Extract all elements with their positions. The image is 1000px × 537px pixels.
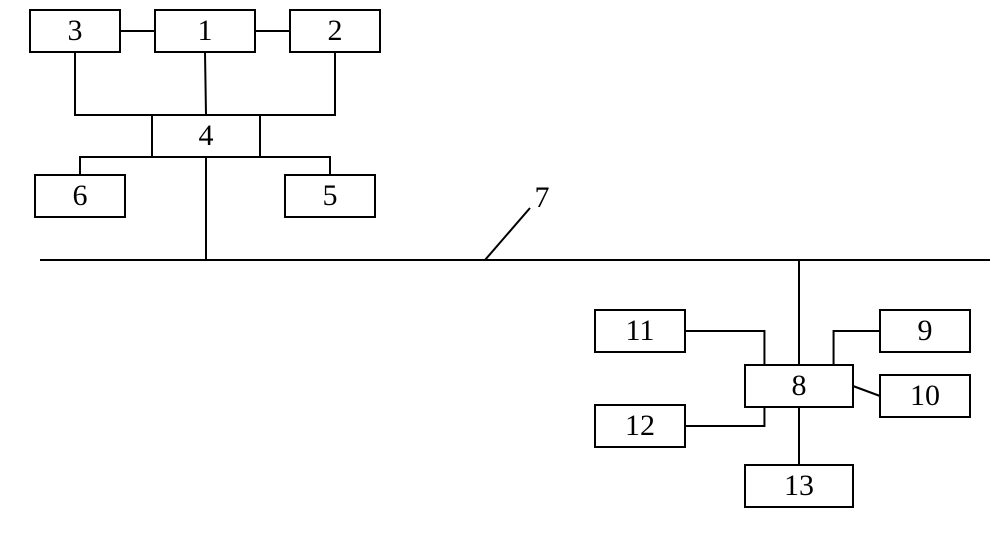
node-label-n11: 11: [626, 314, 655, 347]
node-label-n6: 6: [73, 179, 88, 212]
connector: [834, 331, 880, 365]
node-label-n4: 4: [199, 119, 214, 152]
block-diagram: 71234568910111213: [0, 0, 1000, 537]
node-label-n3: 3: [68, 14, 83, 47]
node-label-n13: 13: [784, 469, 814, 502]
connector: [80, 157, 171, 175]
node-label-n5: 5: [323, 179, 338, 212]
node-label-n12: 12: [625, 409, 655, 442]
connector: [205, 52, 206, 115]
node-label-n1: 1: [198, 14, 213, 47]
connector: [853, 386, 880, 396]
connector: [685, 331, 764, 365]
connector: [241, 157, 330, 175]
connector: [75, 52, 171, 115]
connector: [685, 407, 764, 426]
node-label-n2: 2: [328, 14, 343, 47]
node-label-n8: 8: [792, 369, 807, 402]
bus-leader: [485, 208, 530, 260]
node-label-n10: 10: [910, 379, 940, 412]
connector: [241, 52, 335, 115]
bus-label: 7: [535, 181, 550, 214]
node-label-n9: 9: [918, 314, 933, 347]
